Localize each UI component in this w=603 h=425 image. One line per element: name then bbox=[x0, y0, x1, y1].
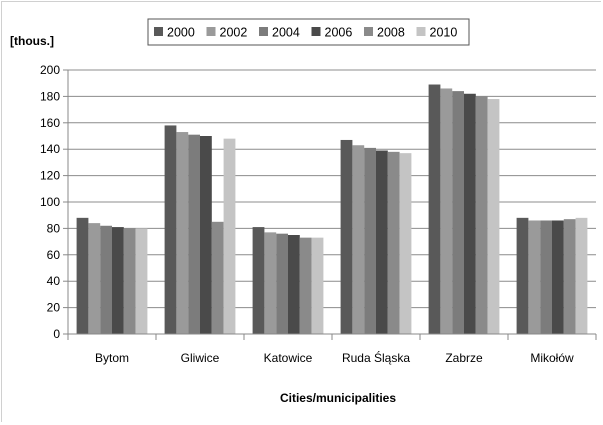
y-tick-label: 200 bbox=[40, 63, 60, 77]
legend-label-2008: 2008 bbox=[377, 26, 405, 40]
legend-label-2000: 2000 bbox=[167, 26, 195, 40]
bar-2000-zabrze bbox=[428, 84, 441, 335]
bar-2002-zabrze bbox=[440, 88, 453, 334]
x-category-label: Katowice bbox=[264, 351, 313, 365]
bar-2006-mikołów bbox=[552, 220, 564, 334]
bar-2000-mikołów bbox=[516, 217, 529, 334]
bar-2006-ruda-śląska bbox=[376, 150, 388, 334]
bar-2004-zabrze bbox=[452, 91, 464, 335]
x-category-label: Bytom bbox=[95, 351, 129, 365]
bar-2010-mikołów bbox=[575, 217, 588, 334]
y-tick-label: 120 bbox=[40, 169, 60, 183]
x-axis-title: Cities/municipalities bbox=[280, 391, 396, 405]
bar-2000-katowice bbox=[252, 227, 265, 334]
x-category-label: Ruda Śląska bbox=[342, 350, 410, 365]
legend-swatch-2008 bbox=[364, 27, 373, 36]
bar-2006-bytom bbox=[112, 227, 124, 334]
legend-swatch-2004 bbox=[259, 27, 268, 36]
bar-2004-bytom bbox=[100, 225, 112, 334]
y-tick-label: 140 bbox=[40, 142, 60, 156]
bars bbox=[76, 84, 588, 335]
y-tick-label: 0 bbox=[53, 327, 60, 341]
legend-swatch-2010 bbox=[416, 27, 426, 36]
x-category-label: Zabrze bbox=[445, 351, 483, 365]
y-tick-label: 160 bbox=[40, 116, 60, 130]
legend-label-2010: 2010 bbox=[430, 26, 458, 40]
bar-2004-katowice bbox=[276, 233, 288, 334]
bar-2006-katowice bbox=[288, 235, 300, 334]
legend-swatch-2002 bbox=[206, 27, 216, 36]
y-axis: 0 20 40 60 80 100 120 140 160 180 200 bbox=[40, 63, 69, 341]
y-tick-label: 80 bbox=[47, 221, 61, 235]
legend-label-2006: 2006 bbox=[325, 26, 353, 40]
y-tick-label: 40 bbox=[47, 274, 61, 288]
bar-2008-katowice bbox=[299, 237, 312, 334]
y-tick-label: 180 bbox=[40, 89, 60, 103]
bar-2010-ruda-śląska bbox=[399, 153, 412, 334]
bar-2006-gliwice bbox=[200, 136, 212, 334]
bar-2008-ruda-śląska bbox=[387, 151, 400, 334]
bar-2002-mikołów bbox=[528, 220, 541, 334]
bar-2008-zabrze bbox=[475, 96, 488, 335]
legend-label-2004: 2004 bbox=[272, 26, 300, 40]
x-axis: Bytom Gliwice Katowice Ruda Śląska Zabrze Mik… bbox=[67, 333, 597, 365]
bar-2010-katowice bbox=[311, 237, 324, 334]
legend-swatch-2000 bbox=[154, 27, 163, 36]
legend: 2000 2002 2004 2006 2008 2010 bbox=[147, 18, 470, 46]
bar-2002-gliwice bbox=[176, 132, 189, 334]
legend-label-2002: 2002 bbox=[220, 26, 248, 40]
bar-2010-gliwice bbox=[223, 138, 236, 334]
bar-2008-mikołów bbox=[563, 219, 576, 334]
y-tick-label: 60 bbox=[47, 248, 61, 262]
bar-2004-gliwice bbox=[188, 134, 200, 334]
bar-2002-bytom bbox=[88, 223, 101, 334]
bar-2006-zabrze bbox=[464, 93, 476, 334]
bar-2008-gliwice bbox=[211, 221, 224, 334]
bar-2002-ruda-śląska bbox=[352, 145, 365, 334]
bar-2002-katowice bbox=[264, 232, 277, 334]
bar-2000-gliwice bbox=[164, 125, 177, 334]
y-axis-title: [thous.] bbox=[10, 34, 54, 48]
bar-2000-ruda-śląska bbox=[340, 139, 353, 334]
legend-box bbox=[147, 18, 470, 46]
bar-2000-bytom bbox=[76, 217, 89, 334]
bar-2008-bytom bbox=[123, 228, 136, 334]
legend-swatch-2006 bbox=[311, 27, 321, 36]
bar-2010-bytom bbox=[135, 228, 148, 334]
y-tick-label: 100 bbox=[40, 195, 60, 209]
x-category-label: Gliwice bbox=[181, 351, 220, 365]
x-category-label: Mikołów bbox=[530, 351, 574, 365]
bar-2004-mikołów bbox=[540, 220, 552, 334]
bar-2004-ruda-śląska bbox=[364, 147, 376, 334]
bar-2010-zabrze bbox=[487, 99, 500, 334]
y-tick-label: 20 bbox=[47, 301, 61, 315]
